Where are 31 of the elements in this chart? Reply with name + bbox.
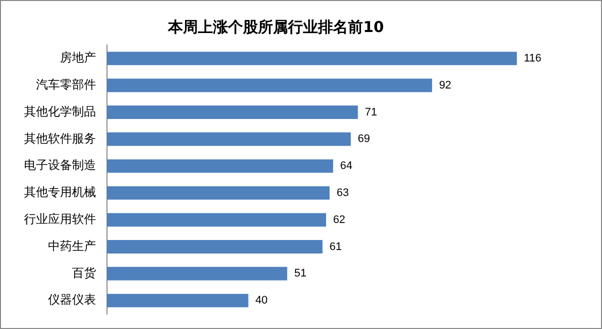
- y-tick-label: 房地产: [60, 50, 96, 65]
- bar: [107, 186, 330, 200]
- y-tick-label: 汽车零部件: [36, 77, 96, 92]
- y-tick-label: 百货: [72, 266, 96, 280]
- data-label: 40: [255, 294, 268, 307]
- y-tick-label: 其他软件服务: [24, 131, 96, 146]
- bar: [107, 213, 326, 227]
- y-tick-label: 电子设备制造: [24, 158, 96, 172]
- data-label: 61: [330, 240, 342, 253]
- y-tick-label: 仪器仪表: [48, 292, 96, 307]
- data-label: 116: [524, 52, 542, 64]
- bar: [107, 159, 334, 173]
- chart-title: 本周上涨个股所属行业排名前10: [167, 18, 384, 36]
- y-tick-label: 其他化学制品: [24, 104, 96, 118]
- y-tick-label: 其他专用机械: [24, 185, 96, 200]
- bar: [107, 78, 432, 92]
- data-label: 71: [364, 106, 378, 118]
- data-label: 62: [333, 214, 346, 226]
- bar: [107, 266, 288, 280]
- bar: [107, 132, 351, 146]
- bar: [107, 240, 323, 254]
- data-label: 63: [336, 186, 349, 199]
- y-tick-label: 中药生产: [48, 238, 96, 253]
- data-label: 64: [340, 160, 352, 172]
- data-label: 69: [358, 133, 370, 146]
- bar: [107, 52, 517, 66]
- bar: [107, 106, 358, 119]
- data-label: 92: [439, 79, 452, 92]
- bar: [107, 294, 248, 308]
- data-label: 51: [294, 268, 306, 280]
- y-tick-label: 行业应用软件: [24, 212, 96, 226]
